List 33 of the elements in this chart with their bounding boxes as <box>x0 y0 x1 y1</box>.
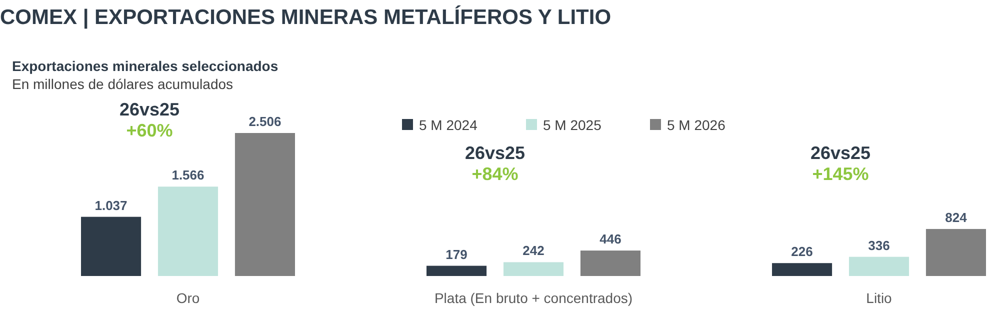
legend-label: 5 M 2025 <box>543 117 602 133</box>
x-tick-label: Litio <box>866 290 892 306</box>
data-label: 1.566 <box>172 168 204 183</box>
text: En millones de dólares acumulados <box>12 76 234 92</box>
annotation: +145% <box>812 164 869 184</box>
bar <box>81 216 142 276</box>
data-label: 242 <box>522 243 544 258</box>
bar <box>926 228 986 276</box>
chart-title: COMEX | EXPORTACIONES MINERAS METALÍFEROS Y LITIO <box>0 5 612 29</box>
bar <box>848 256 910 276</box>
data-label: 1.037 <box>94 198 128 213</box>
data-label: 179 <box>446 246 468 262</box>
legend-label: 5 M 2026 <box>667 117 726 133</box>
annotation: 26vs25 <box>464 143 526 163</box>
data-label: 226 <box>791 244 813 260</box>
data-label: 824 <box>945 210 968 225</box>
bar <box>772 263 832 276</box>
bar <box>580 250 640 276</box>
data-label: 446 <box>600 232 622 247</box>
x-tick-label: Oro <box>176 290 200 306</box>
text: 26vs25 <box>119 100 180 120</box>
annotation: +84% <box>472 164 518 184</box>
bar <box>503 262 564 276</box>
data-label: 336 <box>868 238 890 253</box>
x-tick-label: Plata (En bruto + concentrados) <box>434 290 633 306</box>
legend-label: 5 M 2024 <box>419 117 478 133</box>
annotation: +60% <box>126 120 173 141</box>
data-label: 2.506 <box>248 114 282 129</box>
chart-subtitle: Exportaciones minerales seleccionados <box>12 58 278 74</box>
bar <box>426 266 487 276</box>
annotation: 26vs25 <box>810 143 871 163</box>
bar <box>158 186 218 276</box>
bar <box>234 133 295 276</box>
